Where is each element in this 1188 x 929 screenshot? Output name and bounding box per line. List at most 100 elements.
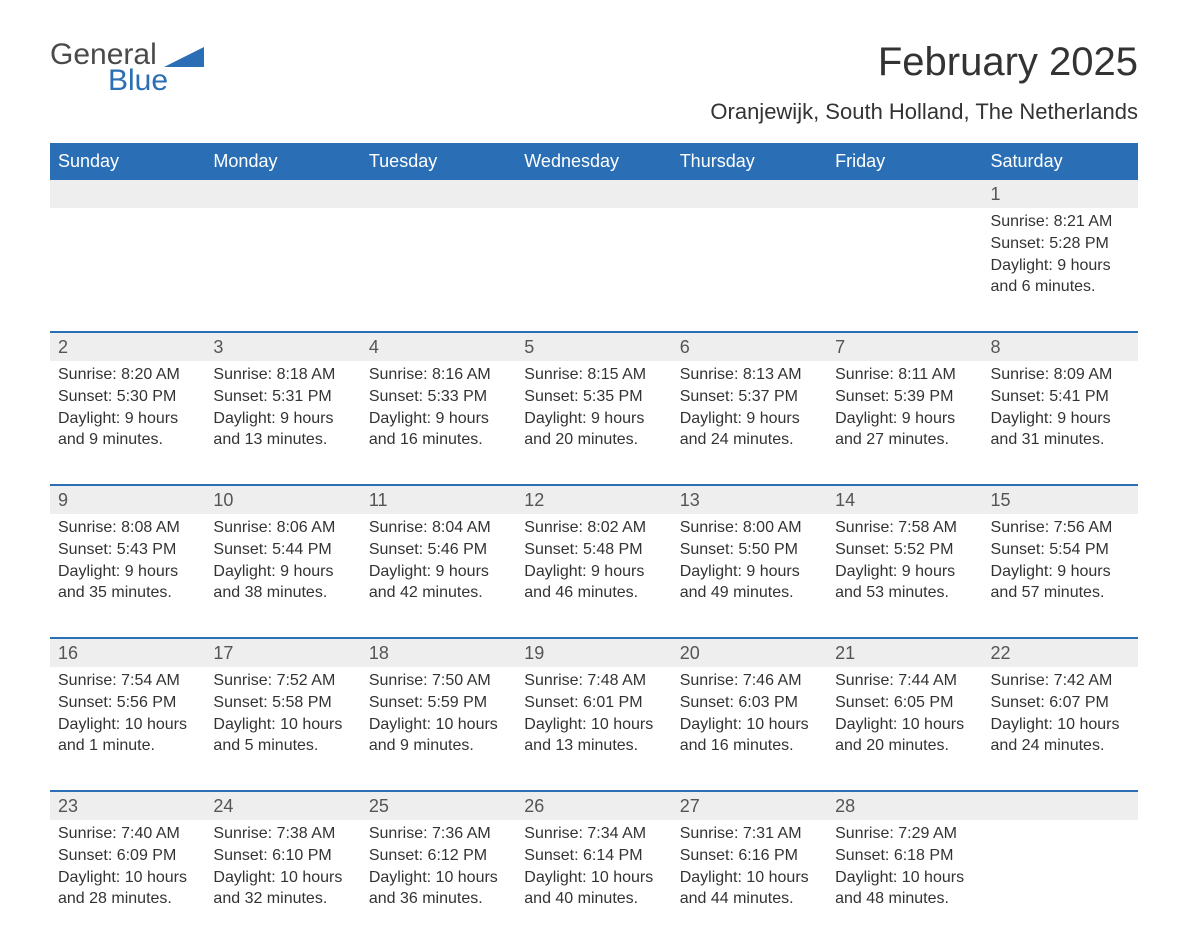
day-number: 26 (516, 792, 671, 820)
details-row: Sunrise: 7:40 AMSunset: 6:09 PMDaylight:… (50, 820, 1138, 929)
day-details: Sunrise: 7:29 AMSunset: 6:18 PMDaylight:… (827, 820, 982, 929)
day-details: Sunrise: 8:20 AMSunset: 5:30 PMDaylight:… (50, 361, 205, 470)
sunrise-text: Sunrise: 7:31 AM (680, 824, 819, 845)
daylight1-text: Daylight: 10 hours (991, 715, 1130, 736)
day-details: Sunrise: 8:21 AMSunset: 5:28 PMDaylight:… (983, 208, 1138, 317)
day-number: 28 (827, 792, 982, 820)
day-details: Sunrise: 8:13 AMSunset: 5:37 PMDaylight:… (672, 361, 827, 470)
sunset-text: Sunset: 6:09 PM (58, 846, 197, 867)
daynum-row: 232425262728 (50, 792, 1138, 820)
daylight1-text: Daylight: 10 hours (835, 868, 974, 889)
week-block: 2345678Sunrise: 8:20 AMSunset: 5:30 PMDa… (50, 331, 1138, 470)
day-details: Sunrise: 7:58 AMSunset: 5:52 PMDaylight:… (827, 514, 982, 623)
sunrise-text: Sunrise: 8:02 AM (524, 518, 663, 539)
day-details: Sunrise: 8:11 AMSunset: 5:39 PMDaylight:… (827, 361, 982, 470)
sunrise-text: Sunrise: 7:58 AM (835, 518, 974, 539)
daylight1-text: Daylight: 10 hours (369, 868, 508, 889)
day-details: Sunrise: 7:44 AMSunset: 6:05 PMDaylight:… (827, 667, 982, 776)
details-row: Sunrise: 8:08 AMSunset: 5:43 PMDaylight:… (50, 514, 1138, 623)
sunrise-text: Sunrise: 7:29 AM (835, 824, 974, 845)
daylight2-text: and 5 minutes. (213, 736, 352, 757)
sunrise-text: Sunrise: 7:48 AM (524, 671, 663, 692)
sunset-text: Sunset: 5:46 PM (369, 540, 508, 561)
day-number: 3 (205, 333, 360, 361)
daylight2-text: and 53 minutes. (835, 583, 974, 604)
sunrise-text: Sunrise: 8:00 AM (680, 518, 819, 539)
day-number (361, 180, 516, 208)
dow-cell: Tuesday (361, 145, 516, 178)
calendar-page: General Blue February 2025 Oranjewijk, S… (0, 0, 1188, 918)
daylight1-text: Daylight: 9 hours (213, 562, 352, 583)
daylight2-text: and 9 minutes. (369, 736, 508, 757)
daylight1-text: Daylight: 9 hours (835, 562, 974, 583)
daylight1-text: Daylight: 10 hours (58, 868, 197, 889)
daynum-row: 2345678 (50, 333, 1138, 361)
day-details: Sunrise: 8:06 AMSunset: 5:44 PMDaylight:… (205, 514, 360, 623)
day-number (983, 792, 1138, 820)
daylight2-text: and 1 minute. (58, 736, 197, 757)
daylight1-text: Daylight: 10 hours (524, 868, 663, 889)
day-details: Sunrise: 7:34 AMSunset: 6:14 PMDaylight:… (516, 820, 671, 929)
day-number (50, 180, 205, 208)
daylight2-text: and 46 minutes. (524, 583, 663, 604)
day-number: 5 (516, 333, 671, 361)
calendar-grid: SundayMondayTuesdayWednesdayThursdayFrid… (50, 143, 1138, 929)
sunset-text: Sunset: 6:03 PM (680, 693, 819, 714)
daylight1-text: Daylight: 9 hours (524, 409, 663, 430)
day-details: Sunrise: 7:50 AMSunset: 5:59 PMDaylight:… (361, 667, 516, 776)
sunrise-text: Sunrise: 7:36 AM (369, 824, 508, 845)
day-number: 24 (205, 792, 360, 820)
daylight1-text: Daylight: 9 hours (369, 562, 508, 583)
day-details: Sunrise: 8:02 AMSunset: 5:48 PMDaylight:… (516, 514, 671, 623)
day-number: 10 (205, 486, 360, 514)
daylight1-text: Daylight: 9 hours (680, 409, 819, 430)
header: General Blue February 2025 Oranjewijk, S… (50, 40, 1138, 125)
daylight2-text: and 13 minutes. (524, 736, 663, 757)
day-number: 18 (361, 639, 516, 667)
sunset-text: Sunset: 5:50 PM (680, 540, 819, 561)
daylight1-text: Daylight: 10 hours (680, 868, 819, 889)
day-number: 23 (50, 792, 205, 820)
daylight2-text: and 31 minutes. (991, 430, 1130, 451)
day-details (827, 208, 982, 317)
day-number: 21 (827, 639, 982, 667)
day-number: 17 (205, 639, 360, 667)
day-number (672, 180, 827, 208)
sunset-text: Sunset: 6:07 PM (991, 693, 1130, 714)
daylight2-text: and 20 minutes. (524, 430, 663, 451)
sunrise-text: Sunrise: 7:50 AM (369, 671, 508, 692)
daylight1-text: Daylight: 10 hours (680, 715, 819, 736)
daynum-row: 16171819202122 (50, 639, 1138, 667)
dow-cell: Sunday (50, 145, 205, 178)
day-number: 7 (827, 333, 982, 361)
sunrise-text: Sunrise: 7:46 AM (680, 671, 819, 692)
day-details: Sunrise: 7:36 AMSunset: 6:12 PMDaylight:… (361, 820, 516, 929)
day-details: Sunrise: 7:56 AMSunset: 5:54 PMDaylight:… (983, 514, 1138, 623)
daylight1-text: Daylight: 10 hours (58, 715, 197, 736)
logo: General Blue (50, 40, 204, 98)
daylight2-text: and 36 minutes. (369, 889, 508, 910)
day-number: 11 (361, 486, 516, 514)
dow-cell: Saturday (983, 145, 1138, 178)
daylight2-text: and 40 minutes. (524, 889, 663, 910)
sunset-text: Sunset: 5:43 PM (58, 540, 197, 561)
daylight2-text: and 42 minutes. (369, 583, 508, 604)
day-number (205, 180, 360, 208)
week-block: 1Sunrise: 8:21 AMSunset: 5:28 PMDaylight… (50, 178, 1138, 317)
sunset-text: Sunset: 5:39 PM (835, 387, 974, 408)
day-details: Sunrise: 8:16 AMSunset: 5:33 PMDaylight:… (361, 361, 516, 470)
day-details: Sunrise: 8:04 AMSunset: 5:46 PMDaylight:… (361, 514, 516, 623)
daynum-row: 9101112131415 (50, 486, 1138, 514)
day-details (205, 208, 360, 317)
day-details (50, 208, 205, 317)
daylight1-text: Daylight: 9 hours (369, 409, 508, 430)
logo-sail-icon (164, 47, 204, 67)
daylight2-text: and 24 minutes. (991, 736, 1130, 757)
day-number: 9 (50, 486, 205, 514)
daylight1-text: Daylight: 9 hours (835, 409, 974, 430)
day-details: Sunrise: 7:48 AMSunset: 6:01 PMDaylight:… (516, 667, 671, 776)
sunset-text: Sunset: 6:10 PM (213, 846, 352, 867)
day-number: 1 (983, 180, 1138, 208)
dow-cell: Thursday (672, 145, 827, 178)
dow-cell: Monday (205, 145, 360, 178)
